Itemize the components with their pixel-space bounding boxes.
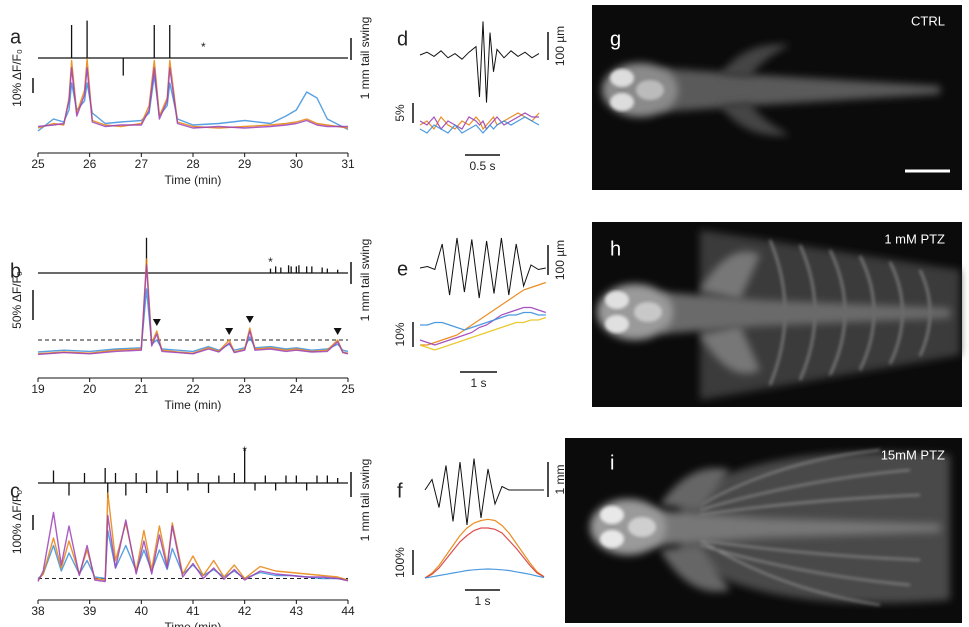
event-marker (245, 316, 254, 323)
tail-scale-label: 1 mm (553, 464, 567, 494)
panel-letter: f (397, 480, 403, 502)
df-trace (419, 306, 546, 346)
x-tick-label: 42 (238, 604, 252, 618)
df-trace (420, 281, 546, 346)
image-g (592, 5, 962, 190)
df-trace (419, 316, 546, 351)
asterisk: * (201, 40, 206, 54)
tail-scale-label: 1 mm tail swing (358, 459, 372, 542)
x-axis-label: Time (min) (165, 398, 222, 412)
df-trace (419, 112, 540, 131)
df-scale-label: 100% (393, 547, 407, 578)
x-tick-label: 22 (186, 382, 200, 396)
event-marker (152, 319, 161, 326)
x-tick-label: 30 (290, 157, 304, 171)
df-trace (424, 568, 545, 579)
panel-letter: i (610, 452, 614, 474)
df-trace (419, 116, 540, 134)
x-tick-label: 41 (186, 604, 200, 618)
df-scale-label: 10% (393, 322, 407, 346)
event-marker (333, 328, 342, 335)
x-tick-label: 44 (341, 604, 355, 618)
time-scale-label: 1 s (474, 594, 490, 608)
panel-letter: a (10, 26, 22, 48)
df-scale-label: 10% ΔF/F₀ (10, 49, 24, 107)
time-scale-label: 0.5 s (469, 159, 495, 173)
x-tick-label: 20 (83, 382, 97, 396)
panel-letter: g (610, 28, 621, 50)
x-tick-label: 25 (341, 382, 355, 396)
x-tick-label: 28 (186, 157, 200, 171)
df-trace (419, 112, 539, 131)
df-scale-label: 50% ΔF/F₀ (10, 271, 24, 329)
asterisk: * (268, 255, 273, 269)
panel-letter: c (10, 480, 20, 502)
time-scale-label: 1 s (470, 376, 486, 390)
x-tick-label: 25 (31, 157, 45, 171)
tail-trace (419, 21, 540, 103)
panel-letter: d (397, 28, 408, 50)
df-trace (37, 288, 349, 353)
x-tick-label: 31 (341, 157, 355, 171)
condition-label: 1 mM PTZ (884, 231, 945, 246)
df-trace (424, 518, 545, 579)
x-tick-label: 39 (83, 604, 97, 618)
panel-letter: h (610, 238, 621, 260)
panel-letter: b (10, 260, 21, 282)
x-tick-label: 24 (290, 382, 304, 396)
df-trace (424, 527, 545, 579)
tail-scale-label: 100 µm (553, 240, 567, 280)
df-trace (37, 264, 349, 356)
condition-label: 15mM PTZ (881, 447, 945, 462)
tail-scale-label: 1 mm tail swing (358, 239, 372, 322)
x-tick-label: 26 (83, 157, 97, 171)
x-tick-label: 43 (290, 604, 304, 618)
panel-letter: e (397, 258, 408, 280)
asterisk: * (242, 444, 247, 458)
x-tick-label: 27 (135, 157, 149, 171)
tail-scale-label: 100 µm (553, 26, 567, 66)
tail-trace (424, 458, 544, 526)
event-marker (225, 328, 234, 335)
x-axis-label: Time (min) (165, 173, 222, 187)
df-trace (37, 492, 349, 581)
image-h (592, 222, 962, 407)
x-tick-label: 29 (238, 157, 252, 171)
x-tick-label: 21 (135, 382, 149, 396)
x-tick-label: 38 (31, 604, 45, 618)
df-trace (420, 311, 546, 331)
x-tick-label: 19 (31, 382, 45, 396)
x-tick-label: 23 (238, 382, 252, 396)
x-axis-label: Time (min) (165, 620, 222, 627)
df-scale-label: 100% ΔF/F₀ (10, 490, 24, 554)
tail-scale-label: 1 mm tail swing (358, 17, 372, 100)
tail-trace (419, 237, 546, 299)
image-i (565, 438, 962, 623)
df-trace (37, 67, 348, 129)
x-tick-label: 40 (135, 604, 149, 618)
df-trace (37, 511, 349, 583)
df-scale-label: 5% (393, 104, 407, 122)
condition-label: CTRL (911, 13, 945, 28)
